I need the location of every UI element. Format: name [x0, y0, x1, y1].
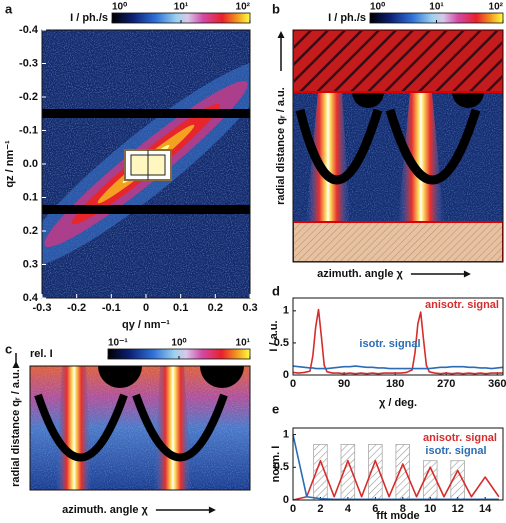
- x-tick-label: 0: [290, 378, 296, 390]
- y-tick-label: 0.0: [23, 158, 38, 170]
- scattering-image-c: [30, 366, 250, 490]
- x-tick-label: 6: [372, 503, 378, 515]
- colorbar-tick-label: 10⁰: [112, 2, 127, 13]
- panel-letter: e: [272, 401, 279, 416]
- x-tick-label: 0.1: [173, 302, 188, 314]
- colorbar-tick-label: 10⁻¹: [108, 338, 128, 349]
- plot-frame: [292, 29, 504, 263]
- colorbar-tick-label: 10⁰: [171, 338, 186, 349]
- colorbar-tick-label: 10¹: [236, 338, 251, 349]
- series-label: isotr. signal: [425, 445, 486, 457]
- y-tick-label: -0.3: [19, 57, 38, 69]
- y-tick-label: 1: [283, 305, 289, 317]
- y-tick-label: 0: [283, 494, 289, 506]
- even-mode-hatches: [313, 443, 465, 501]
- y-axis-label: I / a.u.: [268, 320, 280, 351]
- y-tick-label: 1: [283, 428, 289, 440]
- panel-letter: d: [272, 283, 280, 298]
- x-tick-label: 360: [488, 378, 506, 390]
- y-tick-label: 0.4: [23, 292, 39, 304]
- colorbar-tick-label: 10²: [489, 2, 504, 13]
- colorbar-tick-label: 10¹: [174, 2, 189, 13]
- plot-frame: [292, 297, 504, 376]
- scattering-image-b: [293, 30, 503, 262]
- data-line: [292, 434, 499, 501]
- x-tick-label: 0.2: [208, 302, 223, 314]
- y-tick-label: -0.2: [19, 91, 38, 103]
- x-tick-label: 180: [386, 378, 404, 390]
- x-tick-label: -0.2: [67, 302, 86, 314]
- colorbar-label: I / ph./s: [328, 12, 366, 24]
- panel-letter: a: [5, 1, 13, 16]
- x-axis-label: fft mode: [376, 510, 419, 522]
- x-tick-label: 0: [290, 503, 296, 515]
- arrow-head: [208, 506, 216, 514]
- plot-frame: [292, 427, 504, 501]
- colorbar-tick-label: 10⁰: [370, 2, 385, 13]
- x-tick-label: 0.3: [242, 302, 257, 314]
- y-tick-label: -0.1: [19, 124, 38, 136]
- series-label: isotr. signal: [359, 338, 420, 350]
- x-tick-label: 2: [317, 503, 323, 515]
- colorbar-tick-label: 10²: [236, 2, 251, 13]
- plot-frame: [29, 365, 251, 491]
- x-tick-label: 10: [424, 503, 436, 515]
- series-label: anisotr. signal: [423, 432, 497, 444]
- x-tick-label: 90: [338, 378, 350, 390]
- x-axis-label: χ / deg.: [379, 397, 417, 409]
- x-tick-label: -0.3: [33, 302, 52, 314]
- y-axis-label: qz / nm⁻¹: [4, 140, 16, 188]
- y-tick-label: 0.3: [23, 258, 38, 270]
- panel-letter: c: [5, 341, 12, 356]
- data-line: [292, 308, 503, 375]
- y-tick-label: 0.2: [23, 225, 38, 237]
- arrow-head: [12, 361, 20, 368]
- x-tick-label: 8: [400, 503, 406, 515]
- data-line: [292, 365, 504, 370]
- x-axis-label: azimuth. angle χ: [317, 268, 403, 280]
- y-tick-label: 0.5: [274, 337, 289, 349]
- x-tick-label: -0.1: [102, 302, 121, 314]
- x-axis-label: azimuth. angle χ: [62, 504, 148, 516]
- x-tick-label: 270: [437, 378, 455, 390]
- y-tick-label: 0.1: [23, 191, 38, 203]
- x-tick-label: 4: [345, 503, 352, 515]
- x-tick-label: 12: [452, 503, 464, 515]
- y-axis-label: radial distance qᵣ / a.u.: [275, 87, 287, 205]
- y-tick-label: 0.5: [274, 461, 289, 473]
- scattering-image-a: [42, 30, 250, 298]
- colorbar-tick-label: 10¹: [429, 2, 444, 13]
- panel-letter: b: [272, 1, 280, 16]
- y-axis-label: radial distance qᵣ / a.u.: [10, 369, 22, 487]
- arrow-head: [463, 270, 471, 278]
- x-tick-label: 0: [143, 302, 149, 314]
- y-tick-label: 0: [283, 369, 289, 381]
- arrow-head: [277, 31, 285, 38]
- colorbar-label: I / ph./s: [70, 12, 108, 24]
- y-tick-label: -0.4: [19, 24, 39, 36]
- y-axis-label: norm. I: [270, 446, 282, 483]
- x-axis-label: qy / nm⁻¹: [122, 319, 170, 331]
- data-line: [292, 459, 500, 501]
- colorbar-label: rel. I: [30, 348, 53, 360]
- x-tick-label: 14: [479, 503, 492, 515]
- series-label: anisotr. signal: [425, 299, 499, 311]
